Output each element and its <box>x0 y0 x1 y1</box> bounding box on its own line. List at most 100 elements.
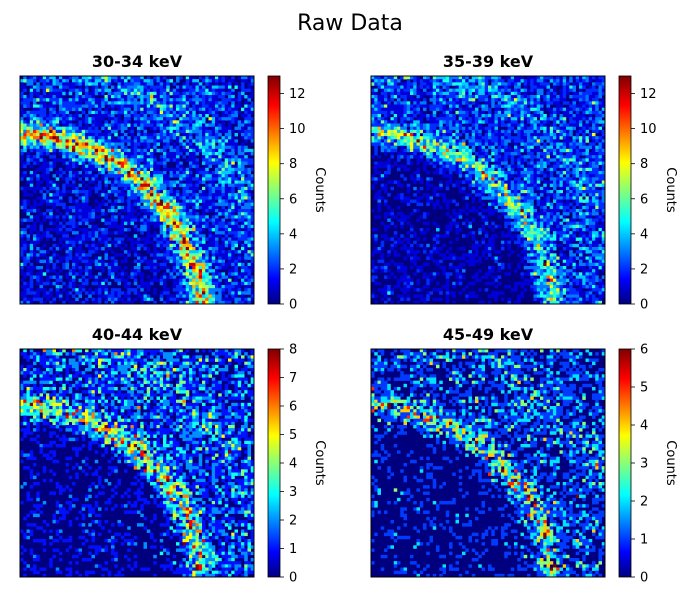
heatmap-cell <box>39 120 43 124</box>
heatmap-cell <box>101 237 105 241</box>
heatmap-cell <box>595 82 599 86</box>
heatmap-cell <box>81 218 86 222</box>
heatmap-cell <box>397 110 401 115</box>
heatmap-cell <box>192 91 196 96</box>
heatmap-cell <box>397 101 401 105</box>
heatmap-cell <box>468 95 472 99</box>
heatmap-cell <box>523 95 528 99</box>
heatmap-cell <box>153 275 157 279</box>
heatmap-cell <box>166 237 170 241</box>
heatmap-cell <box>423 85 427 89</box>
heatmap-cell <box>49 180 53 184</box>
heatmap-cell <box>179 221 183 226</box>
heatmap-cell <box>75 234 79 238</box>
heatmap-cell <box>436 91 440 96</box>
heatmap-cell <box>42 294 47 298</box>
heatmap-cell <box>455 91 459 96</box>
heatmap-cell <box>166 139 170 143</box>
heatmap-cell <box>228 186 232 191</box>
heatmap-cell <box>234 243 238 248</box>
heatmap-cell <box>75 288 79 292</box>
heatmap-cell <box>192 161 196 165</box>
heatmap-cell <box>553 76 557 80</box>
heatmap-cell <box>159 266 164 270</box>
heatmap-cell <box>598 104 602 108</box>
heatmap-cell <box>20 247 24 251</box>
heatmap-cell <box>107 221 112 226</box>
heatmap-cell <box>390 79 394 83</box>
heatmap-cell <box>156 237 160 241</box>
heatmap-cell <box>241 212 245 216</box>
heatmap-cell <box>182 224 186 229</box>
heatmap-cell <box>218 297 222 302</box>
heatmap-cell <box>29 183 34 188</box>
heatmap-cell <box>29 256 34 260</box>
heatmap-cell <box>130 114 134 118</box>
heatmap-cell <box>33 237 37 241</box>
heatmap-cell <box>237 209 242 213</box>
heatmap-cell <box>127 202 131 207</box>
heatmap-cell <box>585 95 589 99</box>
heatmap-cell <box>156 240 160 245</box>
heatmap-cell <box>218 212 222 216</box>
heatmap-cell <box>250 291 255 295</box>
heatmap-cell <box>72 269 76 273</box>
heatmap-cell <box>146 145 151 150</box>
heatmap-cell <box>189 221 193 226</box>
heatmap-cell <box>241 221 245 226</box>
heatmap-cell <box>130 190 134 194</box>
heatmap-cell <box>205 110 209 115</box>
heatmap-cell <box>78 212 82 216</box>
heatmap-cell <box>465 88 469 93</box>
heatmap-cell <box>228 79 232 83</box>
heatmap-cell <box>49 101 53 105</box>
heatmap-cell <box>172 82 177 86</box>
heatmap-cell <box>192 253 196 257</box>
heatmap-cell <box>20 98 24 102</box>
heatmap-cell <box>75 205 79 210</box>
heatmap-cell <box>153 190 157 194</box>
heatmap-cell <box>101 174 105 178</box>
heatmap-cell <box>85 174 89 178</box>
heatmap-cell <box>55 253 60 257</box>
heatmap-cell <box>143 85 147 89</box>
heatmap-cell <box>234 133 238 137</box>
heatmap-cell <box>65 285 69 289</box>
heatmap-cell <box>390 95 394 99</box>
heatmap-cell <box>182 167 186 172</box>
heatmap-cell <box>179 215 183 219</box>
heatmap-cell <box>192 129 196 134</box>
heatmap-cell <box>221 253 225 257</box>
heatmap-cell <box>218 281 222 286</box>
heatmap-cell <box>52 91 56 96</box>
heatmap-cell <box>192 228 196 232</box>
heatmap-cell <box>23 199 27 203</box>
heatmap-cell <box>400 104 404 108</box>
heatmap-cell <box>218 95 222 99</box>
heatmap-cell <box>91 142 95 146</box>
heatmap-cell <box>26 180 30 184</box>
heatmap-cell <box>462 110 466 115</box>
heatmap-cell <box>202 221 206 226</box>
heatmap-cell <box>221 110 225 115</box>
heatmap-cell <box>159 253 164 257</box>
heatmap-cell <box>163 262 167 267</box>
heatmap-cell <box>20 294 24 298</box>
heatmap-cell <box>26 202 30 207</box>
heatmap-cell <box>159 215 164 219</box>
heatmap-cell <box>140 205 144 210</box>
heatmap-cell <box>244 155 248 159</box>
heatmap-cell <box>78 300 82 305</box>
heatmap-cell <box>575 114 580 118</box>
heatmap-cell <box>517 91 521 96</box>
heatmap-cell <box>156 199 160 203</box>
heatmap-cell <box>153 85 157 89</box>
heatmap-cell <box>182 85 186 89</box>
heatmap-cell <box>36 237 40 241</box>
heatmap-cell <box>62 205 66 210</box>
heatmap-cell <box>536 98 541 102</box>
heatmap-cell <box>215 193 219 197</box>
heatmap-cell <box>182 202 186 207</box>
heatmap-cell <box>224 101 229 105</box>
heatmap-cell <box>244 218 248 222</box>
